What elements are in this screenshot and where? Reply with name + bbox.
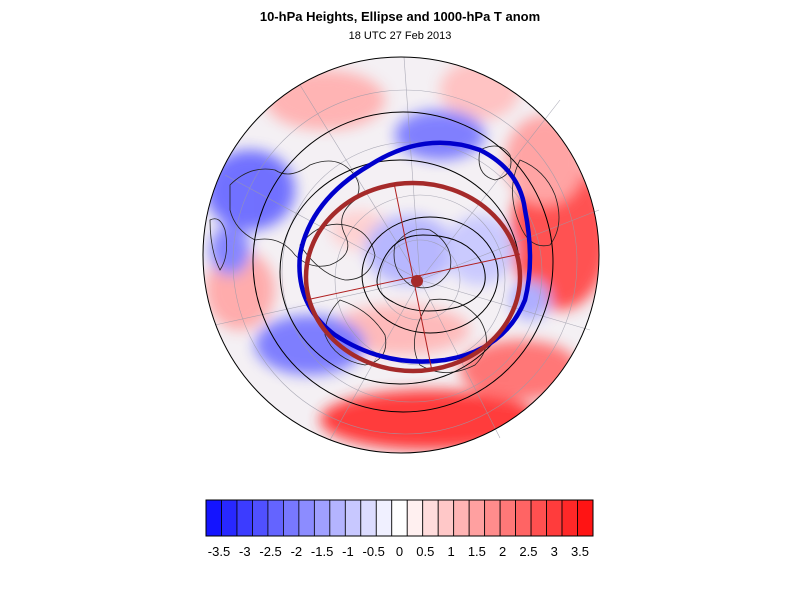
colorbar-swatch [313, 499, 331, 537]
colorbar-tick-label: 1.5 [468, 544, 486, 559]
fitted-ellipse [303, 180, 523, 374]
colorbar-tick-label: -1 [342, 544, 354, 559]
colorbar-swatch [344, 499, 362, 537]
colorbar-tick-label: -1.5 [311, 544, 333, 559]
colorbar-tick-label: -3.5 [208, 544, 230, 559]
colorbar-swatch [375, 499, 393, 537]
colorbar-tick-label: -3 [239, 544, 251, 559]
colorbar-tick-label: 1 [447, 544, 454, 559]
colorbar-swatch [453, 499, 470, 537]
colorbar-swatch [561, 499, 578, 537]
colorbar-swatch [391, 499, 408, 537]
ellipse-center-marker [411, 275, 423, 287]
colorbar-swatch [484, 499, 501, 537]
colorbar-tick-label: 0.5 [416, 544, 434, 559]
height-contours [252, 111, 554, 413]
map-border [202, 56, 600, 454]
figure-subtitle: 18 UTC 27 Feb 2013 [348, 30, 452, 42]
vortex-edge [297, 140, 533, 364]
colorbar-tick-label: 2.5 [519, 544, 537, 559]
colorbar-swatch [422, 499, 439, 537]
colorbar-tick-label: 3.5 [571, 544, 589, 559]
figure-title: 10-hPa Heights, Ellipse and 1000-hPa T a… [259, 9, 541, 24]
colorbar-tick-label: -0.5 [363, 544, 385, 559]
colorbar-swatch [499, 499, 516, 537]
colorbar-swatch [205, 499, 222, 537]
colorbar-swatch [360, 499, 377, 537]
colorbar-swatch [282, 499, 300, 537]
colorbar-swatch [236, 499, 253, 537]
colorbar-tick-label: -2 [291, 544, 303, 559]
colorbar-swatch [530, 499, 547, 537]
colorbar-tick-label: 3 [551, 544, 558, 559]
colorbar-swatch [515, 499, 532, 537]
colorbar-tick-label: 0 [396, 544, 403, 559]
colorbar-swatch [267, 499, 284, 537]
colorbar-swatch [468, 499, 486, 537]
colorbar-swatch [252, 499, 269, 537]
colorbar-tick-label: 2 [499, 544, 506, 559]
colorbar-swatch [577, 499, 594, 537]
colorbar-swatch [437, 499, 455, 537]
colorbar-border [205, 499, 594, 537]
colorbar-swatch [298, 499, 315, 537]
colorbar-swatch [221, 499, 238, 537]
colorbar-tick-label: -2.5 [259, 544, 281, 559]
colorbar-swatch [546, 499, 563, 537]
colorbar-swatch [406, 499, 424, 537]
colorbar-swatch [329, 499, 346, 537]
